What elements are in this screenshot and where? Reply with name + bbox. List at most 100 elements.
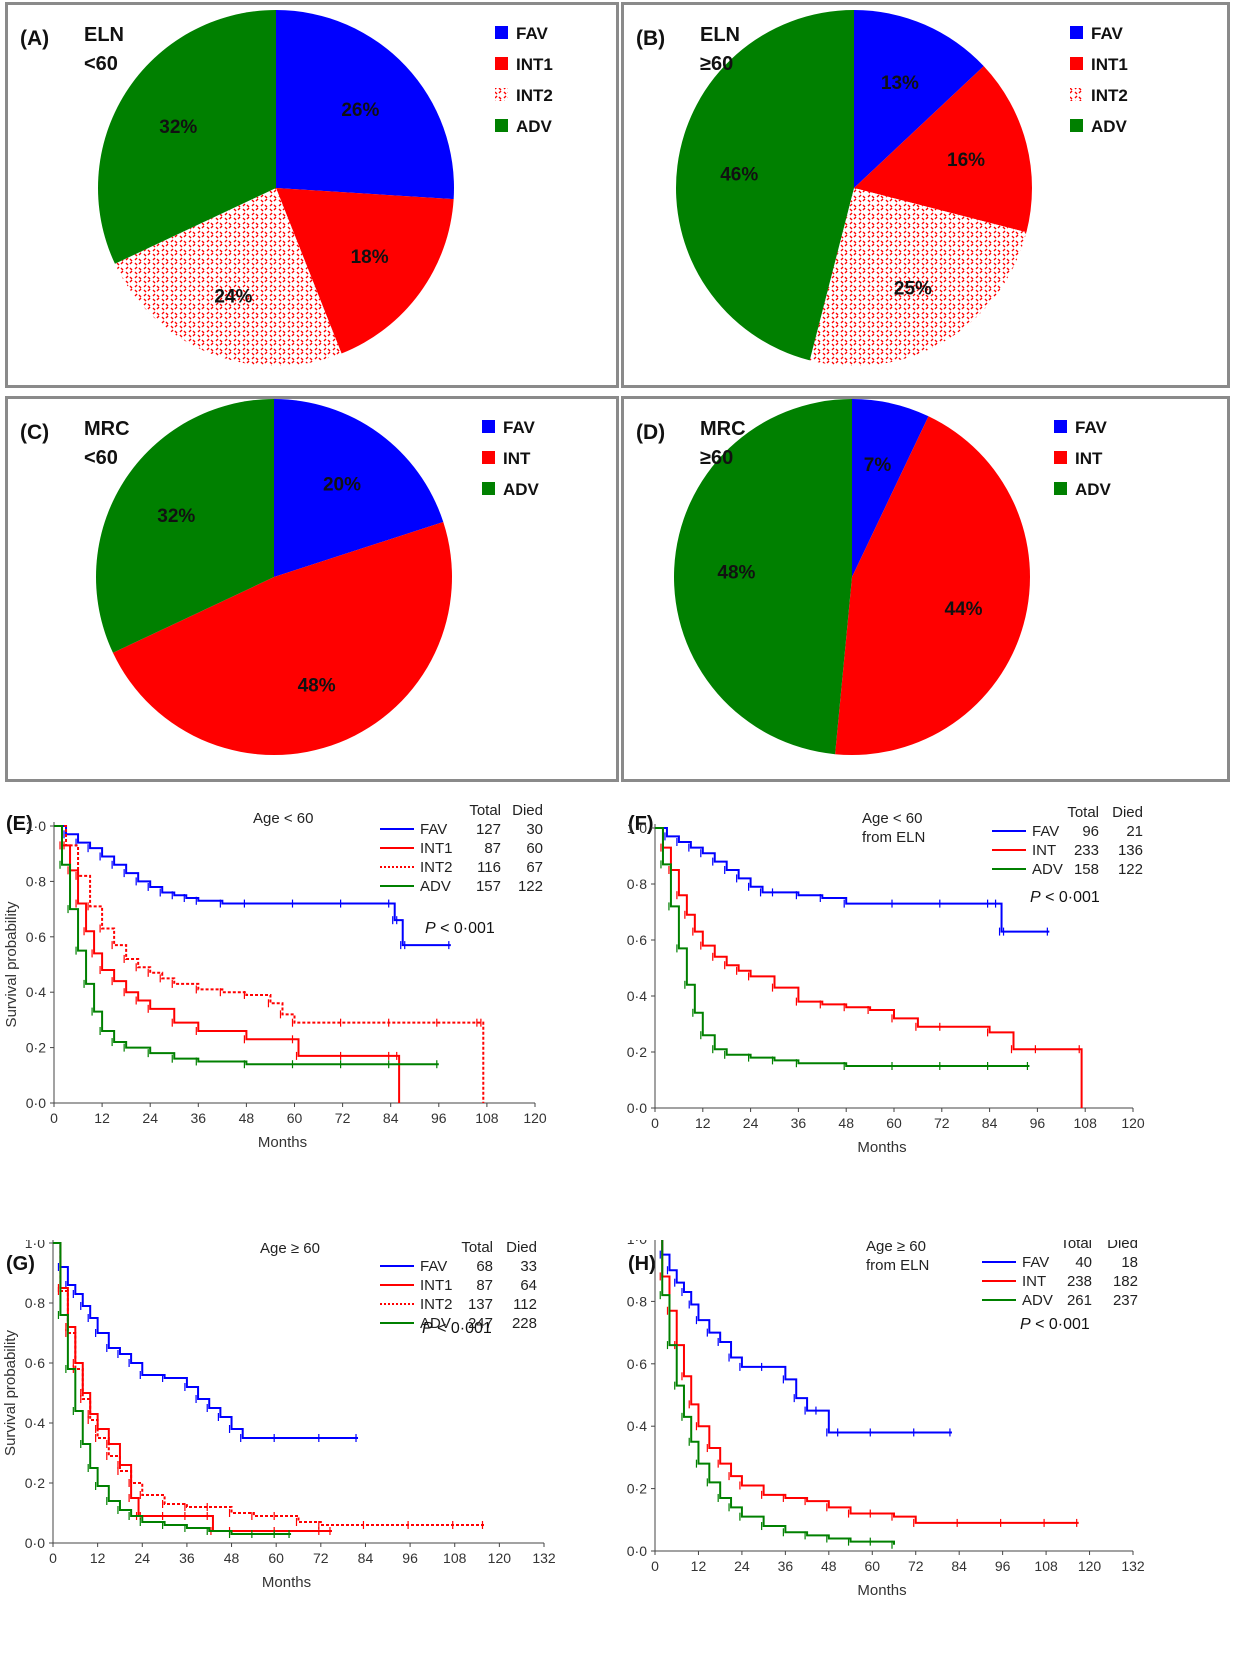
legend-series-died: 112 — [513, 1296, 537, 1313]
panel-letter: (H) — [628, 1253, 656, 1275]
pie-chart-c: 20% 48% 32% (C) MRC <60 FAV INT ADV — [20, 399, 540, 756]
legend-series-total: 116 — [477, 859, 501, 876]
legend-series-total: 40 — [1075, 1254, 1092, 1271]
y-tick-label: 0·0 — [25, 1535, 45, 1551]
y-tick-label: 1·0 — [627, 1240, 647, 1247]
p-value-symbol: P — [425, 920, 436, 937]
x-tick-label: 12 — [691, 1558, 707, 1574]
pie-slice-label: 25% — [894, 279, 932, 300]
legend-header-died: Died — [1107, 1240, 1138, 1252]
pie-slice-int2 — [809, 188, 1027, 366]
x-tick-label: 120 — [1121, 1115, 1145, 1131]
legend-label-adv: ADV — [503, 480, 540, 499]
x-tick-label: 0 — [49, 1550, 57, 1566]
y-tick-label: 0·0 — [627, 1100, 647, 1116]
pie-chart-a: 26% 18% 24% 32% (A) ELN <60 FAV INT1 INT2 ADV — [20, 10, 553, 366]
y-tick-label: 0·4 — [627, 1418, 647, 1434]
legend-series-name: FAV — [1032, 823, 1059, 840]
panel-letter: (G) — [6, 1253, 35, 1275]
y-tick-label: 0·4 — [26, 984, 46, 1000]
legend-label-int2: INT2 — [516, 86, 553, 105]
y-tick-label: 0·6 — [26, 929, 46, 945]
km-curve-int — [655, 1240, 1079, 1524]
x-tick-label: 60 — [287, 1110, 303, 1126]
legend-series-name: FAV — [420, 821, 447, 838]
km-curve-adv — [53, 1242, 292, 1535]
y-tick-label: 0·8 — [627, 876, 647, 892]
p-value-symbol: P — [1030, 889, 1041, 906]
panel-title-line: ≥60 — [700, 53, 733, 75]
x-axis-label: Months — [258, 1134, 307, 1151]
legend-series-name: FAV — [1022, 1254, 1049, 1271]
km-plot-group: (H) 0·0 0·2 0·4 0·6 0·8 1·0 0 12 24 36 48 60 72 84 96 10… — [627, 1240, 1145, 1599]
km-chart-h: (H) 0·0 0·2 0·4 0·6 0·8 1·0 0 12 24 36 48 60 72 84 96 10… — [627, 1240, 1145, 1599]
x-tick-label: 108 — [1074, 1115, 1098, 1131]
x-axis-label: Months — [857, 1582, 906, 1599]
legend-series-total: 87 — [484, 840, 501, 857]
legend-series-total: 247 — [468, 1315, 493, 1332]
km-curve-adv — [54, 825, 439, 1066]
pie-slice-label: 26% — [341, 100, 379, 121]
pie-chart-d: 7% 44% 48% (D) MRC ≥60 FAV INT ADV — [636, 399, 1112, 755]
legend-label-int1: INT1 — [516, 55, 553, 74]
legend-series-total: 261 — [1067, 1292, 1092, 1309]
y-tick-label: 0·0 — [26, 1095, 46, 1111]
x-tick-label: 108 — [475, 1110, 499, 1126]
legend-header-total: Total — [1067, 804, 1099, 821]
km-chart-g: (G) 0·0 0·2 0·4 0·6 0·8 1·0 0 12 24 36 48 60 72 84 96 10… — [2, 1240, 556, 1591]
legend-swatch-int2 — [495, 88, 508, 101]
legend-series-name: INT — [1032, 842, 1056, 859]
pie-slice-label: 48% — [298, 676, 336, 697]
x-tick-label: 96 — [402, 1550, 418, 1566]
legend-swatch-adv — [1070, 119, 1083, 132]
x-tick-label: 12 — [94, 1110, 110, 1126]
legend-swatch-fav — [495, 26, 508, 39]
pie-panel-d: 7% 44% 48% (D) MRC ≥60 FAV INT ADV — [621, 396, 1230, 782]
x-tick-label: 12 — [695, 1115, 711, 1131]
legend-series-died: 228 — [512, 1315, 537, 1332]
x-tick-label: 108 — [443, 1550, 467, 1566]
legend-swatch-adv — [482, 482, 495, 495]
legend-series-died: 122 — [1118, 861, 1143, 878]
panel-title-line: ELN — [84, 24, 124, 46]
x-tick-label: 36 — [179, 1550, 195, 1566]
legend-label-adv: ADV — [516, 117, 553, 136]
legend-series-name: INT1 — [420, 1277, 453, 1294]
legend-swatch-int1 — [1070, 57, 1083, 70]
legend-label-int: INT — [503, 449, 531, 468]
x-tick-label: 12 — [90, 1550, 106, 1566]
p-value-rest: < 0·001 — [1031, 1316, 1090, 1333]
legend-label-fav: FAV — [503, 418, 535, 437]
y-tick-label: 1·0 — [627, 820, 647, 836]
legend-header-died: Died — [512, 802, 543, 819]
pie-panel-b: 13% 16% 25% 46% (B) ELN ≥60 FAV INT1 INT2 ADV — [621, 2, 1230, 388]
p-value-label: P < 0·001 — [422, 1320, 492, 1337]
km-curve-fav — [655, 1240, 952, 1434]
legend-header-died: Died — [1112, 804, 1143, 821]
legend-label-adv: ADV — [1091, 117, 1128, 136]
x-tick-label: 48 — [838, 1115, 854, 1131]
x-tick-label: 24 — [142, 1110, 158, 1126]
km-curve-int2 — [54, 825, 485, 1103]
pie-slice-label: 48% — [717, 562, 755, 583]
pie-slice-int1 — [854, 66, 1032, 233]
x-tick-label: 120 — [1078, 1558, 1102, 1574]
km-plot-group: (F) 0·0 0·2 0·4 0·6 0·8 1·0 0 12 24 36 48 60 72 84 96 10… — [627, 804, 1145, 1156]
x-tick-label: 84 — [951, 1558, 967, 1574]
km-curve-adv — [655, 827, 1030, 1067]
legend-swatch-int — [482, 451, 495, 464]
legend-series-died: 64 — [520, 1277, 537, 1294]
x-tick-label: 132 — [532, 1550, 556, 1566]
x-tick-label: 60 — [886, 1115, 902, 1131]
panel-title-line: MRC — [700, 418, 746, 440]
pie-slice-label: 32% — [159, 117, 197, 138]
y-tick-label: 0·2 — [25, 1475, 45, 1491]
y-tick-label: 1·0 — [26, 818, 46, 834]
legend-swatch-int2 — [1070, 88, 1083, 101]
legend-swatch-fav — [1054, 420, 1067, 433]
legend-swatch-adv — [1054, 482, 1067, 495]
pie-slice-int — [835, 416, 1030, 755]
legend-label-int: INT — [1075, 449, 1103, 468]
pie-slice-fav — [854, 10, 984, 188]
x-tick-label: 120 — [488, 1550, 512, 1566]
